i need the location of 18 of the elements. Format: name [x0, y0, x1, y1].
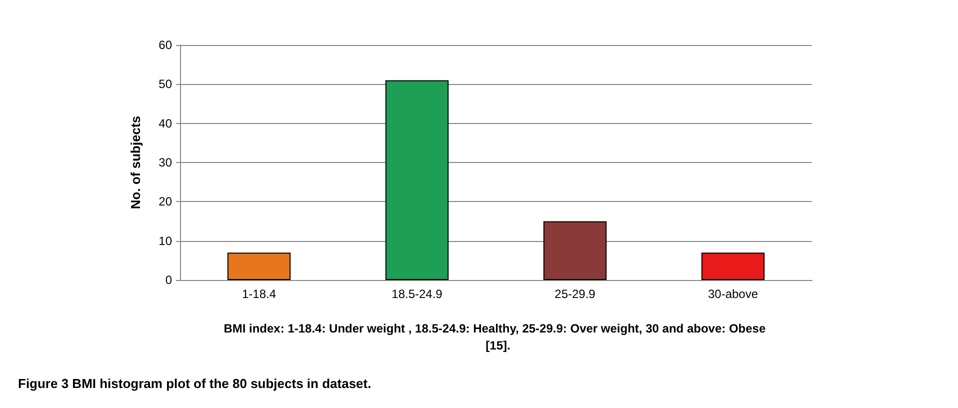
y-tick-label: 50 — [158, 77, 172, 92]
y-tick-label: 0 — [165, 273, 172, 287]
x-tick-label: 1-18.4 — [242, 287, 276, 301]
y-tick-label: 40 — [158, 116, 172, 130]
y-tick-label: 30 — [158, 156, 172, 170]
x-tick-label: 30-above — [708, 287, 758, 301]
bar — [543, 221, 607, 280]
y-axis-title: No. of subjects — [128, 116, 143, 210]
bar — [701, 252, 765, 280]
x-axis-title: BMI index: 1-18.4: Under weight , 18.5-24.9: Healthy, 25-29.9: Over weight, 30 and above: Obese [15]. — [224, 322, 772, 352]
bar — [227, 252, 291, 280]
caption: Figure 3 BMI histogram plot of the 80 subjects in dataset. — [18, 376, 372, 391]
x-tick-label: 25-29.9 — [554, 287, 596, 301]
x-tick-label: 18.5-24.9 — [392, 287, 443, 301]
bar — [385, 80, 449, 280]
y-tick-label: 10 — [158, 234, 172, 248]
y-tick-label: 60 — [158, 38, 172, 52]
y-tick-label: 20 — [158, 194, 172, 209]
